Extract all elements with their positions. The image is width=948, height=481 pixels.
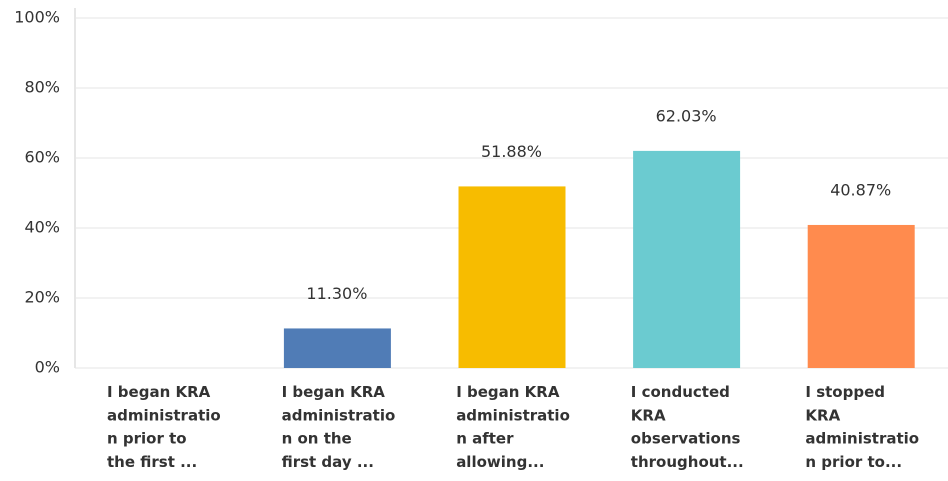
bar	[807, 224, 915, 368]
value-label: 40.87%	[830, 180, 891, 199]
x-tick-label-line: n after	[456, 429, 514, 447]
x-tick-label-line: I stopped	[805, 383, 885, 401]
x-tick-label-line: first day ...	[282, 452, 374, 470]
y-tick-label: 100%	[14, 8, 60, 27]
x-tick-label-line: I began KRA	[456, 383, 560, 401]
x-tick-label-line: n prior to	[107, 429, 187, 447]
x-tick-label: I conducted KRA observations throughout...	[631, 383, 744, 471]
x-tick-label-line: administratio	[107, 406, 221, 424]
y-tick-label: 40%	[24, 218, 60, 237]
bar	[283, 328, 391, 368]
x-tick-label-line: KRA	[631, 406, 666, 424]
x-tick-label-line: administratio	[282, 406, 396, 424]
value-label: 11.30%	[306, 284, 367, 303]
x-tick-label-line: observations	[631, 429, 741, 447]
y-tick-label: 60%	[24, 148, 60, 167]
x-tick-label-line: the first ...	[107, 452, 197, 470]
value-label: 51.88%	[481, 142, 542, 161]
x-tick-label-line: I conducted	[631, 383, 730, 401]
x-tick-label: I began KRA administratio n after allowing.…	[456, 383, 570, 471]
x-tick-label-line: n prior to...	[805, 452, 902, 470]
x-tick-label: I began KRA administratio n prior to the fi…	[107, 383, 221, 471]
y-tick-label: 20%	[24, 288, 60, 307]
x-tick-label-line: allowing...	[456, 452, 544, 470]
x-tick-label-line: throughout...	[631, 452, 744, 470]
y-tick-label: 0%	[35, 358, 60, 377]
x-tick-label-line: I began KRA	[282, 383, 386, 401]
x-tick-label-line: n on the	[282, 429, 352, 447]
x-tick-label-line: KRA	[805, 406, 840, 424]
bar	[458, 186, 566, 368]
x-tick-label: I began KRA administratio n on the first da…	[282, 383, 396, 471]
x-tick-label: I stopped KRA administratio n prior to...	[805, 383, 919, 471]
x-tick-label-line: I began KRA	[107, 383, 211, 401]
bar	[633, 150, 741, 368]
x-tick-label-line: administratio	[805, 429, 919, 447]
value-label: 62.03%	[656, 106, 717, 125]
x-tick-label-line: administratio	[456, 406, 570, 424]
y-tick-label: 80%	[24, 78, 60, 97]
